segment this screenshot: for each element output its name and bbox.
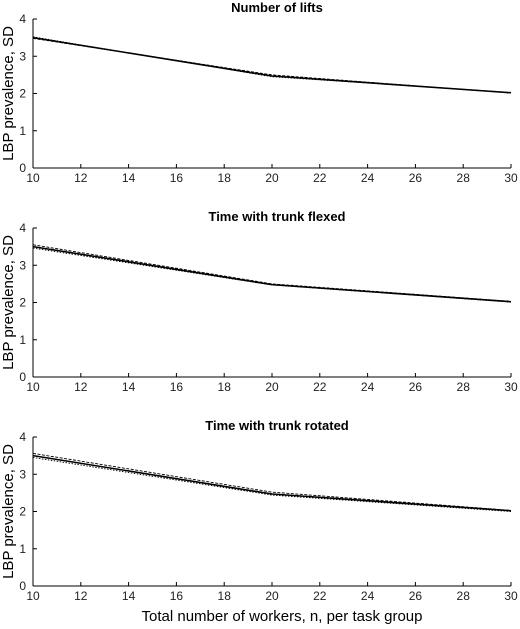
y-axis-label: LBP prevalence, SD: [0, 26, 17, 161]
y-tick-label: 0: [19, 161, 26, 175]
y-tick-label: 0: [19, 370, 26, 384]
y-axis-label: LBP prevalence, SD: [0, 235, 17, 370]
x-tick-label: 24: [361, 380, 375, 394]
x-tick-label: 28: [457, 380, 471, 394]
chart-title: Number of lifts: [231, 0, 323, 15]
x-tick-label: 12: [74, 380, 88, 394]
x-tick-label: 30: [504, 171, 518, 185]
y-tick-label: 4: [19, 12, 26, 26]
series-line-3: [32, 36, 512, 93]
x-tick-label: 18: [218, 171, 232, 185]
chart-title: Time with trunk flexed: [208, 209, 345, 224]
y-axis-label: LBP prevalence, SD: [0, 444, 17, 579]
x-tick-label: 18: [218, 380, 232, 394]
x-tick-label: 20: [265, 171, 279, 185]
x-tick-label: 20: [265, 380, 279, 394]
x-tick-label: 30: [504, 589, 518, 603]
y-tick-label: 3: [19, 467, 26, 481]
x-tick-label: 10: [26, 380, 40, 394]
y-tick-label: 2: [19, 296, 26, 310]
x-tick-label: 26: [409, 171, 423, 185]
x-tick-label: 22: [313, 380, 327, 394]
x-tick-label: 22: [313, 171, 327, 185]
x-tick-label: 16: [170, 589, 184, 603]
x-tick-label: 24: [361, 589, 375, 603]
x-tick-label: 14: [122, 380, 136, 394]
series-line-1: [32, 245, 512, 303]
x-tick-label: 16: [170, 171, 184, 185]
y-tick-label: 2: [19, 87, 26, 101]
x-tick-label: 20: [265, 589, 279, 603]
x-axis-label: Total number of workers, n, per task gro…: [142, 608, 423, 625]
y-tick-label: 1: [19, 124, 26, 138]
y-tick-label: 2: [19, 505, 26, 519]
x-tick-label: 18: [218, 589, 232, 603]
y-tick-label: 3: [19, 258, 26, 272]
x-tick-label: 16: [170, 380, 184, 394]
y-tick-label: 4: [19, 430, 26, 444]
x-tick-label: 26: [409, 380, 423, 394]
x-tick-label: 12: [74, 171, 88, 185]
x-tick-label: 28: [457, 171, 471, 185]
y-tick-label: 1: [19, 542, 26, 556]
y-tick-label: 3: [19, 49, 26, 63]
x-tick-label: 12: [74, 589, 88, 603]
series-line-1: [32, 36, 512, 94]
series-line-1: [32, 454, 512, 512]
x-tick-label: 14: [122, 171, 136, 185]
series-line-2: [32, 244, 512, 302]
chart-title: Time with trunk rotated: [205, 418, 349, 433]
x-tick-label: 10: [26, 589, 40, 603]
series-line-2: [32, 452, 512, 511]
x-tick-label: 22: [313, 589, 327, 603]
x-tick-label: 14: [122, 589, 136, 603]
x-tick-label: 24: [361, 171, 375, 185]
series-line-2: [32, 37, 512, 94]
y-tick-label: 1: [19, 333, 26, 347]
x-tick-label: 10: [26, 171, 40, 185]
series-line-3: [32, 457, 512, 512]
y-tick-label: 0: [19, 579, 26, 593]
x-tick-label: 30: [504, 380, 518, 394]
x-tick-label: 28: [457, 589, 471, 603]
x-tick-label: 26: [409, 589, 423, 603]
y-tick-label: 4: [19, 221, 26, 235]
